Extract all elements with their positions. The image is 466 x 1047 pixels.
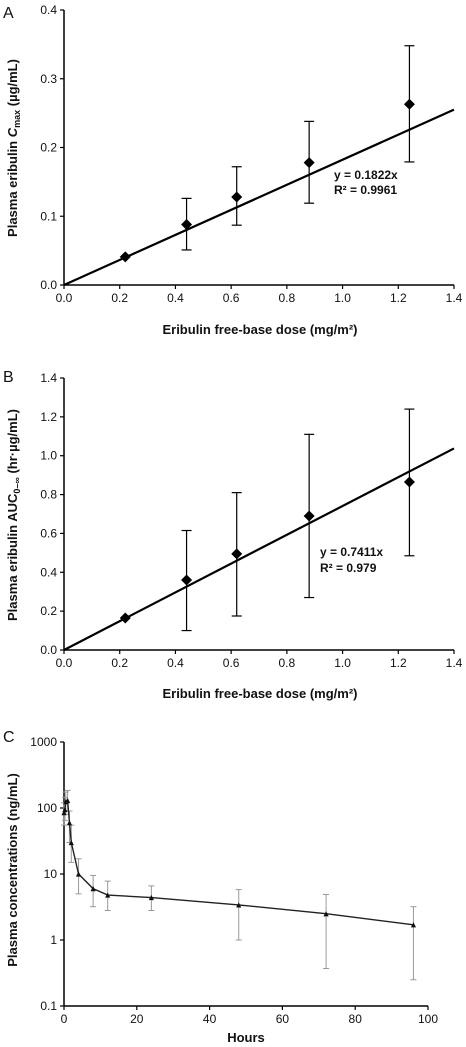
panel-c-data-point bbox=[148, 894, 154, 901]
panel-b-x-tick-label: 0.4 bbox=[167, 656, 184, 670]
panel-a-axes: 0.0 0.1 0.2 0.3 0.4 0.0 0.2 0.4 0.6 0.8 1.0 1.2 1.4 bbox=[40, 3, 462, 305]
panel-c-axes: 0.1 1 10 100 1000 0 20 40 60 80 100 bbox=[30, 735, 438, 1026]
panel-a-y-tick-label: 0.0 bbox=[40, 278, 57, 292]
panel-c-data-point bbox=[75, 871, 82, 877]
panel-b-y-tick-label: 1.2 bbox=[40, 410, 57, 424]
panel-b-y-tick-label: 0.0 bbox=[40, 643, 57, 657]
panel-c-y-tick-label: 1000 bbox=[30, 735, 57, 749]
panel-a-y-axis-label: Plasma eribulin Cmax (µg/mL) bbox=[5, 59, 22, 237]
panel-c-x-tick-label: 60 bbox=[276, 1012, 290, 1026]
panel-a-x-tick-label: 0.8 bbox=[279, 291, 296, 305]
panel-b-label: B bbox=[3, 369, 14, 386]
panel-b-y-tick-label: 0.6 bbox=[40, 526, 57, 540]
panel-c-data-point bbox=[61, 810, 67, 816]
panel-c-data-point bbox=[323, 911, 329, 917]
panel-b-y-axis-label: Plasma eribulin AUC0–∞ (hr·µg/mL) bbox=[5, 409, 22, 621]
panel-a-label: A bbox=[3, 5, 14, 22]
panel-b-data-point bbox=[231, 548, 243, 560]
panel-c-x-tick-label: 80 bbox=[349, 1012, 363, 1026]
panel-b-data-point bbox=[403, 476, 415, 488]
panel-a-x-tick-label: 0.2 bbox=[111, 291, 128, 305]
panel-a: A 0.0 0.1 0.2 0.3 0.4 0.0 0.2 0.4 0.6 0.8 1.0 1.2 1.… bbox=[3, 3, 463, 337]
panel-a-x-tick-label: 1.0 bbox=[334, 291, 351, 305]
panel-c-y-tick-label: 1 bbox=[50, 933, 57, 947]
panel-b-data-point bbox=[181, 574, 193, 586]
panel-c-data-point bbox=[66, 820, 73, 826]
panel-a-data-point bbox=[119, 251, 131, 263]
panel-b-x-tick-label: 1.0 bbox=[334, 656, 351, 670]
panel-b: B 0.00.20.40.60.81.01.21.40.0 0.2 0.4 0.6 0.… bbox=[3, 369, 463, 701]
panel-c-y-tick-label: 10 bbox=[44, 867, 58, 881]
panel-c-data-point bbox=[68, 839, 74, 846]
panel-b-axes: 0.0 0.2 0.4 0.6 0.8 1.0 1.2 1.4 0.0 0.2 0.4 0.6 0.8 1… bbox=[40, 371, 462, 670]
panel-c-label: C bbox=[3, 729, 15, 746]
panel-c-y-tick-label: 0.1 bbox=[40, 999, 57, 1013]
panel-c-data-point bbox=[105, 892, 111, 898]
panel-a-data-point bbox=[303, 157, 315, 169]
panel-a-x-tick-label: 0.4 bbox=[167, 291, 184, 305]
panel-c-data-point bbox=[65, 797, 71, 804]
panel-c-y-tick-label: 100 bbox=[37, 801, 57, 815]
panel-a-data-point bbox=[181, 219, 193, 230]
panel-c-x-tick-label: 40 bbox=[203, 1012, 217, 1026]
panel-b-data-point bbox=[303, 510, 315, 522]
panel-b-y-tick-label: 1.4 bbox=[40, 371, 57, 385]
panel-a-y-tick-label: 0.1 bbox=[40, 209, 57, 223]
panel-c: C 0.1 1 10 100 1000 0 20 40 60 80 100 Hours Plasma… bbox=[3, 729, 438, 1045]
panel-b-y-tick-label: 0.4 bbox=[40, 565, 57, 579]
panel-b-x-tick-label: 0.8 bbox=[279, 656, 296, 670]
panel-a-r-squared: R² = 0.9961 bbox=[334, 183, 397, 197]
panel-a-data-point bbox=[403, 98, 415, 110]
panel-a-y-tick-label: 0.2 bbox=[40, 141, 57, 155]
panel-b-y-tick-label: 0.2 bbox=[40, 604, 57, 618]
panel-b-x-tick-label: 0.6 bbox=[223, 656, 240, 670]
panel-b-marks bbox=[63, 408, 455, 651]
panel-a-data-point bbox=[231, 191, 243, 203]
panel-b-r-squared: R² = 0.979 bbox=[320, 561, 377, 575]
panel-a-x-tick-label: 1.4 bbox=[446, 291, 463, 305]
panel-a-x-tick-label: 0.6 bbox=[223, 291, 240, 305]
panel-c-x-tick-label: 0 bbox=[61, 1012, 68, 1026]
panel-a-marks bbox=[63, 45, 455, 287]
panel-b-x-axis-label: Eribulin free-base dose (mg/m²) bbox=[162, 686, 357, 701]
panel-a-equation: y = 0.1822x bbox=[334, 168, 398, 182]
panel-c-x-tick-label: 20 bbox=[130, 1012, 144, 1026]
panel-b-equation: y = 0.7411x bbox=[320, 545, 383, 559]
panel-b-y-tick-label: 0.8 bbox=[40, 488, 57, 502]
panel-a-x-tick-label: 0.0 bbox=[56, 291, 73, 305]
panel-b-x-tick-label: 0.0 bbox=[56, 656, 73, 670]
panel-b-x-tick-label: 0.2 bbox=[111, 656, 128, 670]
panel-c-x-axis-label: Hours bbox=[227, 1030, 265, 1045]
panel-c-marks bbox=[61, 789, 417, 981]
panel-a-x-axis-label: Eribulin free-base dose (mg/m²) bbox=[162, 322, 357, 337]
panel-b-data-point bbox=[119, 612, 131, 624]
panel-b-x-tick-label: 1.4 bbox=[446, 656, 463, 670]
panel-a-y-tick-label: 0.3 bbox=[40, 72, 57, 86]
panel-a-y-tick-label: 0.4 bbox=[40, 3, 57, 17]
panel-c-data-point bbox=[236, 902, 242, 908]
panel-b-y-tick-label: 1.0 bbox=[40, 449, 57, 463]
panel-c-data-point bbox=[410, 922, 417, 928]
panel-c-x-tick-label: 100 bbox=[418, 1012, 438, 1026]
panel-b-x-tick-label: 1.2 bbox=[390, 656, 407, 670]
panel-c-data-point bbox=[90, 886, 96, 892]
panel-a-x-tick-label: 1.2 bbox=[390, 291, 407, 305]
panel-c-y-axis-label: Plasma concentrations (ng/mL) bbox=[5, 773, 20, 967]
panel-c-data-point bbox=[62, 806, 68, 813]
